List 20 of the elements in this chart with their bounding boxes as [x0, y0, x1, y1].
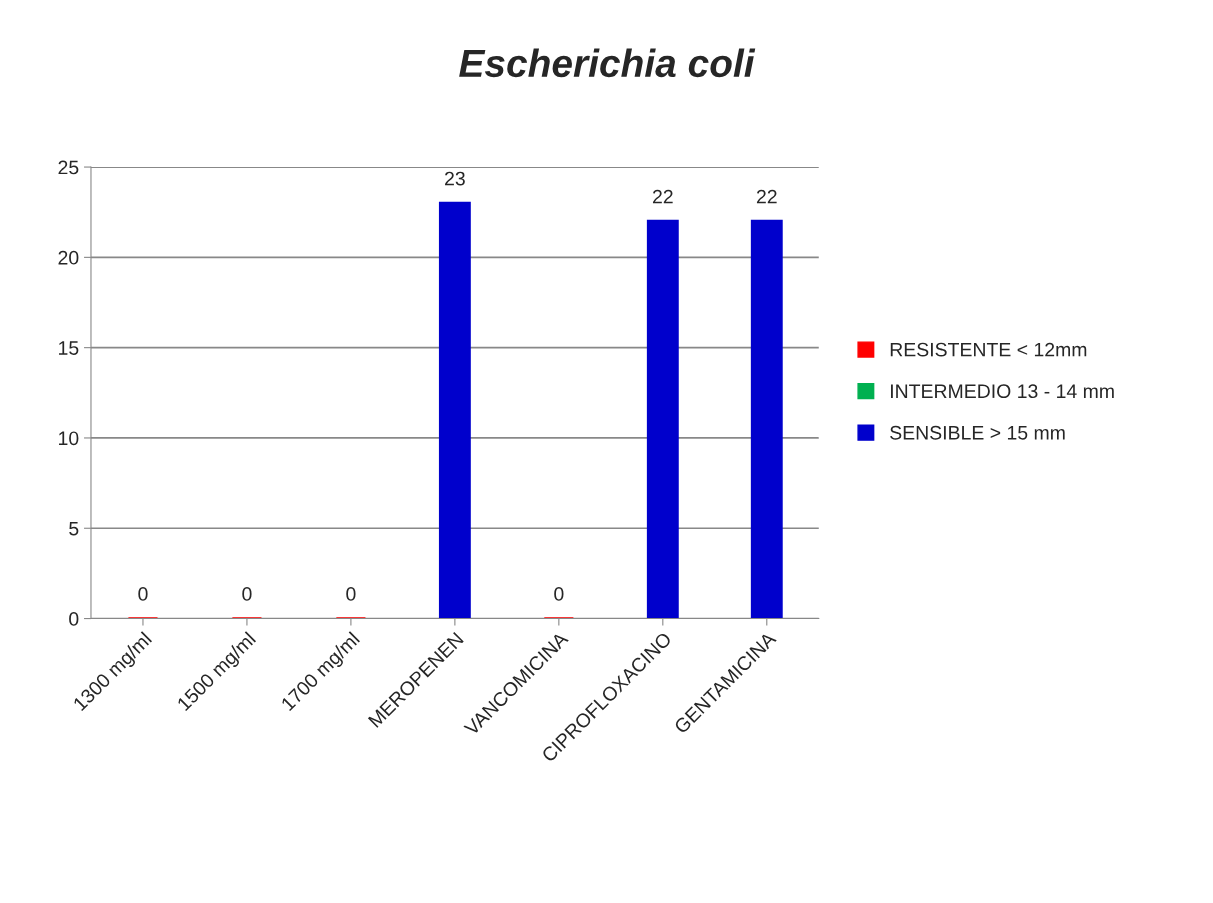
y-tick-label: 15 [59, 341, 79, 355]
legend-label: RESISTENTE < 12mm [890, 342, 1087, 357]
y-tick-label: 0 [69, 612, 79, 626]
bar [438, 201, 471, 619]
data-label: 0 [346, 587, 356, 601]
y-tick-label: 20 [58, 250, 79, 265]
data-label: 22 [652, 189, 673, 204]
y-tick-label: 5 [69, 521, 79, 536]
bar [646, 219, 679, 619]
data-label: 0 [554, 587, 564, 601]
bar [750, 219, 783, 619]
y-tick-label: 25 [58, 160, 79, 175]
y-tick-label: 10 [59, 431, 79, 446]
data-label: 23 [445, 171, 465, 186]
data-label: 0 [138, 587, 148, 601]
legend-label: SENSIBLE > 15 mm [890, 425, 1065, 440]
data-label: 0 [242, 587, 252, 601]
data-label: 22 [756, 189, 777, 204]
legend-label: INTERMEDIO 13 - 14 mm [891, 384, 1114, 399]
chart-title: Escherichia coli [459, 48, 756, 78]
